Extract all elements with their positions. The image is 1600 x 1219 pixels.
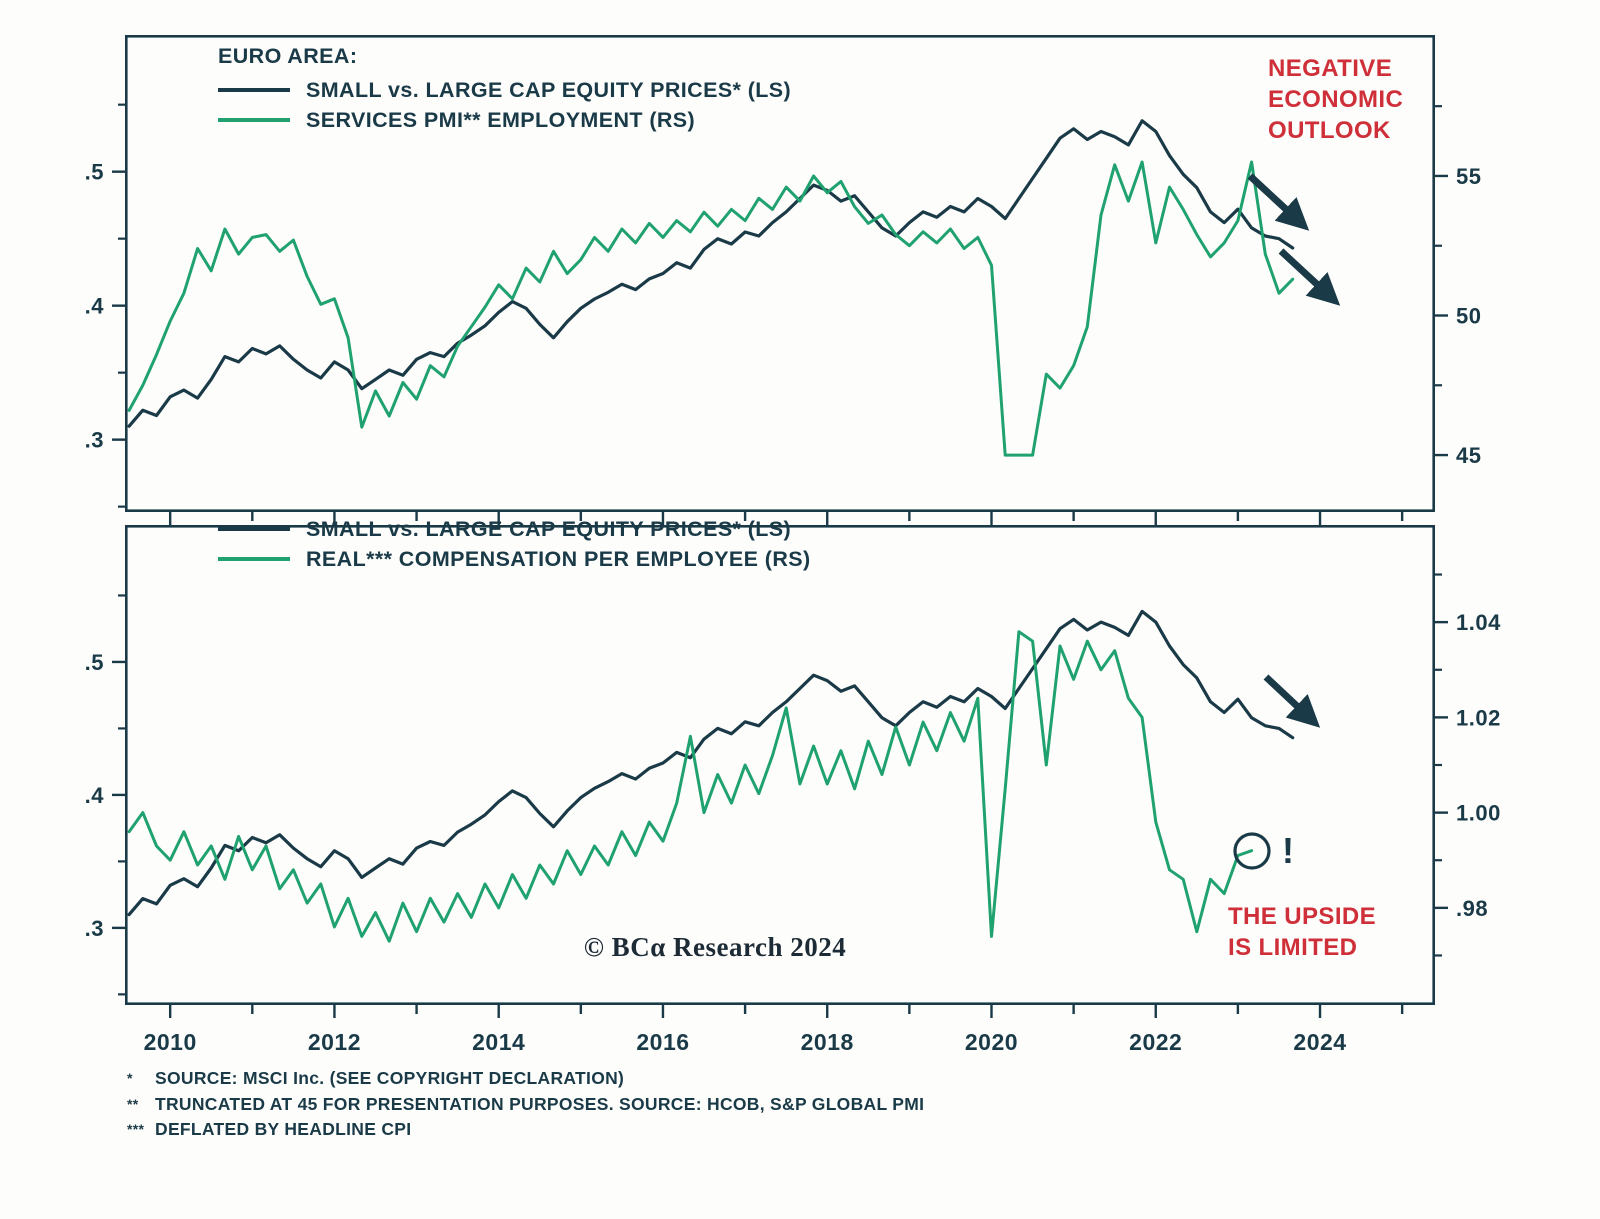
y-tick-label: 1.02 <box>1456 705 1501 730</box>
footnote-1: * SOURCE: MSCI Inc. (SEE COPYRIGHT DECLA… <box>127 1066 924 1092</box>
y-tick-label: 1.00 <box>1456 801 1501 826</box>
x-tick-label: 2014 <box>472 1029 525 1055</box>
panel-frame <box>124 34 1436 512</box>
legend-item-pmi: SERVICES PMI** EMPLOYMENT (RS) <box>218 105 791 135</box>
annotation-negative-economic-outlook: NEGATIVE ECONOMIC OUTLOOK <box>1268 53 1403 146</box>
annotation-line: NEGATIVE <box>1268 55 1393 82</box>
x-tick-label: 2012 <box>308 1029 361 1055</box>
legend-label-equity-bottom: SMALL vs. LARGE CAP EQUITY PRICES* (LS) <box>306 516 792 541</box>
equity-ratio-line-top <box>127 119 1295 428</box>
annotation-line: OUTLOOK <box>1268 117 1391 144</box>
legend-label-compensation: REAL*** COMPENSATION PER EMPLOYEE (RS) <box>306 546 811 571</box>
equity-ratio-line-bottom <box>127 609 1295 917</box>
services-pmi-line <box>127 160 1295 457</box>
y-tick-label: 1.04 <box>1456 610 1501 635</box>
y-tick-label: .3 <box>85 916 104 941</box>
y-tick-label: 45 <box>1456 443 1481 468</box>
legend-label-pmi: SERVICES PMI** EMPLOYMENT (RS) <box>306 107 696 132</box>
top-panel-chart: .5 .4 .3 55 50 45 <box>85 34 1481 525</box>
exclamation-mark: ! <box>1282 830 1294 871</box>
y-tick-label: .3 <box>85 428 104 453</box>
legend-swatch-equity-line <box>218 88 290 92</box>
legend-swatch-compensation-line <box>218 557 290 561</box>
x-tick-label: 2018 <box>801 1029 854 1055</box>
x-tick-label: 2022 <box>1129 1029 1182 1055</box>
legend-bottom: SMALL vs. LARGE CAP EQUITY PRICES* (LS) … <box>218 514 811 574</box>
copyright-watermark: © BCα Research 2024 <box>583 932 847 962</box>
x-tick-label: 2010 <box>144 1029 197 1055</box>
y-tick-label: .98 <box>1456 896 1488 921</box>
legend-label-equity-top: SMALL vs. LARGE CAP EQUITY PRICES* (LS) <box>306 77 792 102</box>
y-tick-label: .4 <box>85 294 105 319</box>
legend-swatch-pmi-line <box>218 118 290 122</box>
legend-swatch-equity-line-bottom <box>218 527 290 531</box>
footnote-text: TRUNCATED AT 45 FOR PRESENTATION PURPOSE… <box>155 1093 925 1114</box>
footnote-marker: * <box>127 1070 133 1086</box>
footnotes: * SOURCE: MSCI Inc. (SEE COPYRIGHT DECLA… <box>127 1066 924 1143</box>
footnote-text: SOURCE: MSCI Inc. (SEE COPYRIGHT DECLARA… <box>155 1068 625 1088</box>
panel-frame <box>124 524 1436 1005</box>
y-tick-label: 50 <box>1456 304 1481 329</box>
legend-item-equity-bottom: SMALL vs. LARGE CAP EQUITY PRICES* (LS) <box>218 514 811 544</box>
bottom-panel-chart: .5 .4 .3 1.04 1.02 1.00 .98 2010 2012 2014 2016 201… <box>85 524 1501 1055</box>
legend-item-compensation: REAL*** COMPENSATION PER EMPLOYEE (RS) <box>218 544 811 574</box>
annotation-line: THE UPSIDE <box>1228 903 1377 930</box>
y-tick-label: .5 <box>85 160 104 185</box>
x-tick-label: 2024 <box>1293 1029 1346 1055</box>
y-tick-label: .5 <box>85 650 104 675</box>
footnote-2: ** TRUNCATED AT 45 FOR PRESENTATION PURP… <box>127 1092 924 1118</box>
footnote-marker: ** <box>127 1095 139 1112</box>
legend-title-euro-area: EURO AREA: <box>218 44 358 68</box>
legend-top: EURO AREA: SMALL vs. LARGE CAP EQUITY PR… <box>218 44 791 135</box>
real-compensation-line <box>127 630 1254 943</box>
footnote-text: DEFLATED BY HEADLINE CPI <box>155 1119 412 1139</box>
annotation-line: IS LIMITED <box>1228 934 1358 961</box>
annotation-line: ECONOMIC <box>1268 86 1404 113</box>
footnote-3: *** DEFLATED BY HEADLINE CPI <box>127 1117 924 1143</box>
legend-item-equity-top: SMALL vs. LARGE CAP EQUITY PRICES* (LS) <box>218 75 791 105</box>
x-tick-label: 2016 <box>636 1029 689 1055</box>
x-tick-label: 2020 <box>965 1029 1018 1055</box>
annotation-upside-limited: THE UPSIDE IS LIMITED <box>1228 901 1376 963</box>
y-tick-label: 55 <box>1456 164 1481 189</box>
y-tick-label: .4 <box>85 783 105 808</box>
footnote-marker: *** <box>127 1121 145 1137</box>
